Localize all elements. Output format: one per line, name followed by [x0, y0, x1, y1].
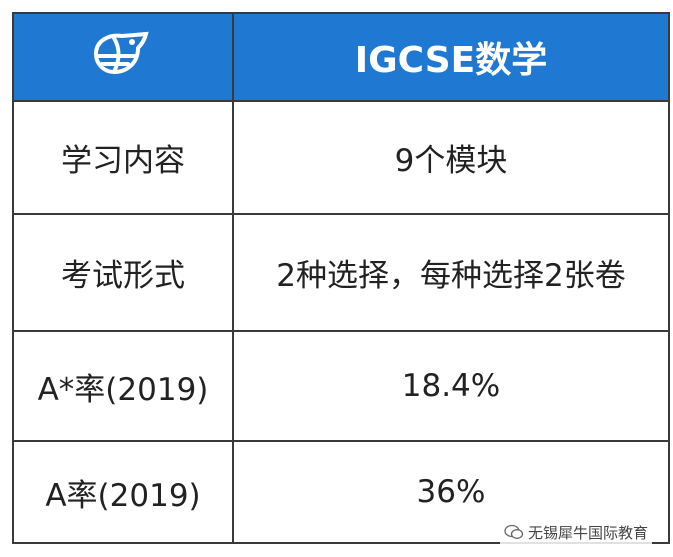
logo-cell — [12, 12, 234, 102]
info-table: IGCSE数学 学习内容 9个模块 考试形式 2种选择，每种选择2张卷 A*率(… — [12, 12, 670, 544]
logo — [93, 31, 149, 74]
header-title: IGCSE数学 — [232, 12, 670, 102]
row-label: 学习内容 — [12, 100, 234, 215]
row-value: 18.4% — [232, 330, 670, 442]
row-value: 9个模块 — [232, 100, 670, 215]
row-label: 考试形式 — [12, 213, 234, 332]
row-value: 2种选择，每种选择2张卷 — [232, 213, 670, 332]
table-row: 考试形式 2种选择，每种选择2张卷 — [12, 213, 670, 332]
row-label: A*率(2019) — [12, 330, 234, 442]
watermark-text: 无锡犀牛国际教育 — [528, 523, 649, 542]
table-row: A率(2019) 36% — [12, 440, 670, 544]
watermark: 无锡犀牛国际教育 — [500, 520, 653, 544]
table-row: 学习内容 9个模块 — [12, 100, 670, 215]
row-label: A率(2019) — [12, 440, 234, 544]
table-row: A*率(2019) 18.4% — [12, 330, 670, 442]
wechat-icon — [504, 524, 524, 539]
header-row: IGCSE数学 — [12, 12, 670, 102]
